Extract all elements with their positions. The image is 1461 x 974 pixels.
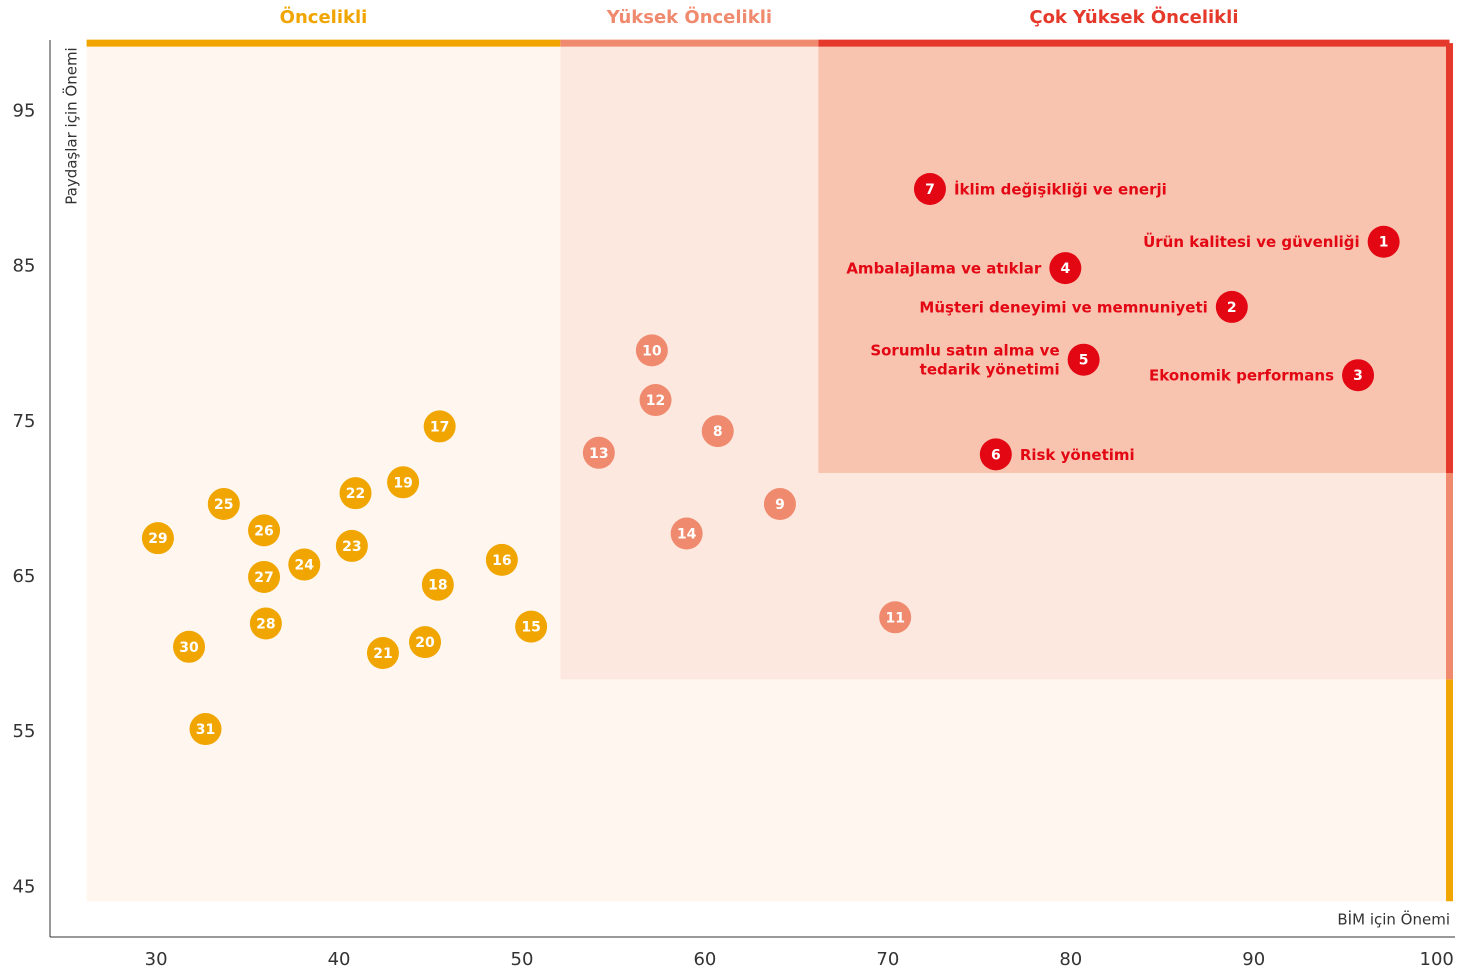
point	[409, 626, 442, 659]
point-label: 26	[254, 523, 273, 539]
point-label: 8	[713, 424, 723, 440]
point-name: Risk yönetimi	[1020, 446, 1135, 464]
point	[763, 488, 796, 521]
zone	[818, 43, 1450, 473]
point-name: Ekonomik performans	[1149, 367, 1334, 385]
point-label: 13	[589, 446, 608, 462]
point-label: 1	[1379, 235, 1389, 251]
point	[1049, 252, 1082, 285]
point	[189, 713, 222, 746]
y-axis-label: Paydaşlar için Önemi	[62, 47, 81, 204]
point-label: 21	[373, 646, 392, 662]
point-label: 31	[196, 722, 215, 738]
zones	[86, 39, 1454, 902]
point-label: 25	[214, 497, 233, 513]
point	[421, 568, 454, 601]
point	[335, 529, 368, 562]
y-tick-label: 45	[13, 876, 36, 897]
point	[248, 514, 281, 547]
point	[173, 630, 206, 663]
point	[248, 560, 281, 593]
x-axis-label: BİM için Önemi	[1337, 910, 1450, 929]
point-label: 17	[430, 419, 449, 435]
x-tick-label: 60	[693, 949, 716, 970]
point	[207, 488, 240, 521]
point	[249, 607, 282, 640]
point-label: 15	[521, 620, 540, 636]
point-label: 22	[346, 486, 365, 502]
point	[1215, 290, 1248, 323]
point	[635, 334, 668, 367]
point-label: 12	[646, 393, 665, 409]
point	[423, 410, 456, 443]
x-tick-label: 40	[328, 949, 351, 970]
point-name: Sorumlu satın alma ve	[870, 342, 1059, 360]
x-tick-label: 80	[1059, 949, 1082, 970]
point-label: 24	[295, 558, 315, 574]
point-label: 5	[1079, 353, 1089, 369]
y-tick-label: 65	[13, 566, 36, 587]
point	[366, 637, 399, 670]
point-label: 7	[925, 182, 935, 198]
zone-title: Öncelikli	[280, 6, 368, 28]
point	[701, 415, 734, 448]
point	[485, 543, 518, 576]
point-label: 10	[642, 343, 662, 359]
point	[913, 172, 946, 205]
zone-title: Çok Yüksek Öncelikli	[1029, 6, 1238, 28]
point	[1367, 225, 1400, 258]
point	[879, 601, 912, 634]
point	[515, 610, 548, 643]
point-label: 19	[393, 475, 412, 491]
point-label: 6	[991, 447, 1001, 463]
x-tick-label: 100	[1420, 949, 1454, 970]
point	[1342, 359, 1375, 392]
y-tick-label: 75	[13, 411, 36, 432]
point	[582, 436, 615, 469]
point-label: 2	[1227, 300, 1237, 316]
zone-title: Yüksek Öncelikli	[606, 6, 772, 28]
point	[387, 466, 420, 499]
point	[288, 548, 321, 581]
point-name: tedarik yönetimi	[920, 361, 1060, 379]
point	[141, 522, 174, 555]
point-name: Ürün kalitesi ve güvenliği	[1143, 232, 1360, 251]
point	[979, 438, 1012, 471]
x-tick-label: 50	[511, 949, 534, 970]
point-label: 23	[342, 539, 361, 555]
x-tick-label: 90	[1242, 949, 1265, 970]
point	[1067, 343, 1100, 376]
point-label: 30	[179, 640, 199, 656]
point	[639, 384, 672, 417]
point-label: 3	[1353, 368, 1363, 384]
y-tick-label: 85	[13, 256, 36, 277]
point-label: 14	[677, 527, 697, 543]
point-label: 28	[256, 617, 275, 633]
point-name: Ambalajlama ve atıklar	[846, 260, 1042, 278]
point-label: 27	[254, 570, 273, 586]
point-name: İklim değişikliği ve enerji	[954, 179, 1167, 198]
point-label: 18	[428, 578, 447, 594]
y-tick-label: 95	[13, 100, 36, 121]
point-label: 11	[885, 610, 904, 626]
point-label: 29	[148, 531, 167, 547]
point-label: 9	[775, 497, 785, 513]
x-tick-label: 30	[145, 949, 168, 970]
point	[339, 477, 372, 510]
point-label: 20	[415, 635, 435, 651]
x-tick-label: 70	[876, 949, 899, 970]
y-tick-label: 55	[13, 721, 36, 742]
point	[670, 517, 703, 550]
point-label: 4	[1060, 261, 1070, 277]
point-label: 16	[492, 553, 511, 569]
point-name: Müşteri deneyimi ve memnuniyeti	[919, 298, 1207, 316]
